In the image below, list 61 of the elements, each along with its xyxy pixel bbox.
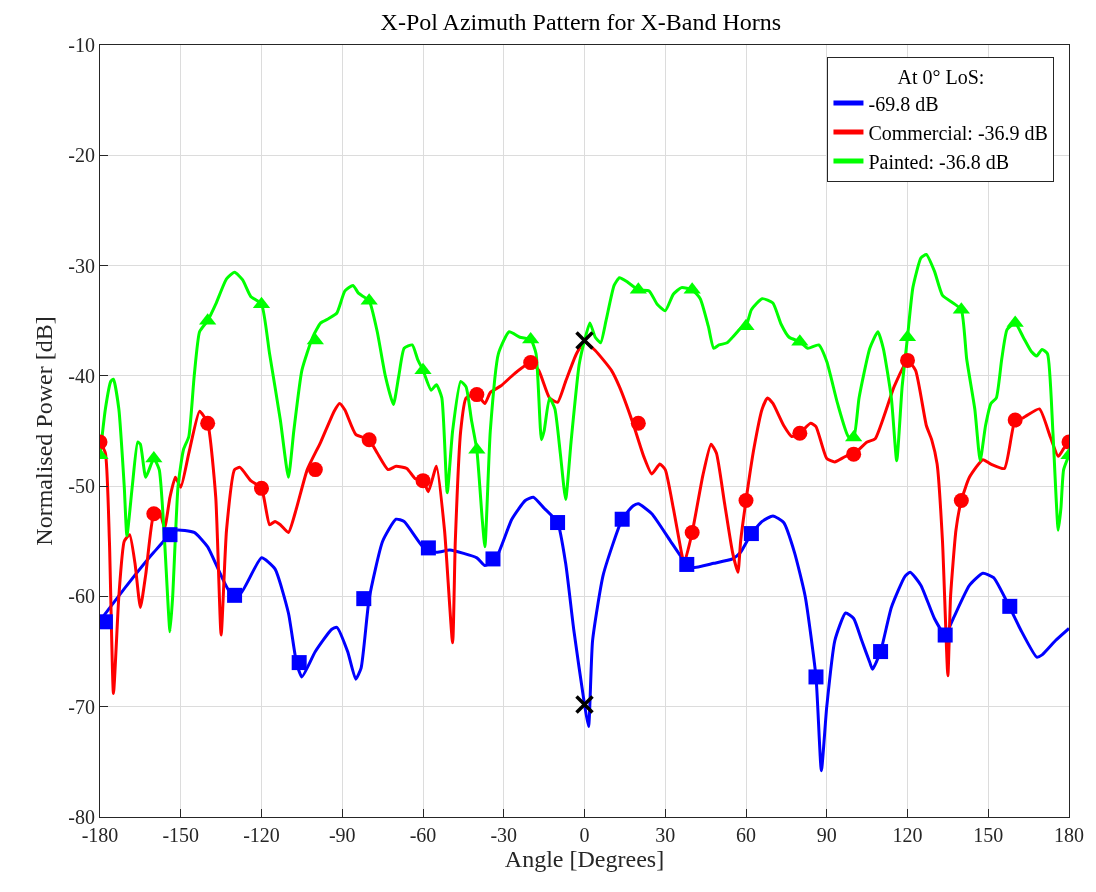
point [614, 511, 630, 527]
y-tick-label: -60 [68, 585, 95, 608]
y-tick-label: -70 [68, 695, 95, 718]
point [937, 627, 953, 643]
point [227, 587, 243, 603]
x-tick-label: 150 [973, 824, 1004, 847]
point [550, 515, 566, 531]
point [738, 492, 754, 508]
x-tick-label: 30 [655, 824, 676, 847]
point [630, 415, 646, 431]
point [743, 526, 759, 542]
point [356, 591, 372, 607]
legend-label: -69.8 dB [868, 92, 939, 115]
point [254, 480, 269, 496]
x-tick-label: 0 [579, 824, 590, 847]
point [953, 492, 969, 508]
y-tick-label: -30 [68, 254, 95, 277]
point [900, 352, 915, 368]
legend-title: At 0° LoS: [897, 65, 985, 88]
y-axis-title: Normalised Power [dB] [31, 316, 58, 546]
x-tick-label: 180 [1054, 824, 1084, 847]
y-tick-label: -40 [68, 364, 95, 387]
point [792, 425, 808, 441]
point [846, 446, 862, 462]
point [415, 473, 431, 489]
x-tick-label: 120 [892, 824, 923, 847]
x-tick-label: 90 [816, 824, 837, 847]
x-tick-label: 60 [736, 824, 756, 847]
point [574, 694, 595, 715]
x-tick-label: -90 [328, 824, 356, 847]
x-tick-label: -120 [243, 824, 280, 847]
point [414, 362, 432, 375]
point [684, 524, 700, 540]
point [146, 506, 162, 522]
point [1007, 412, 1023, 428]
point [808, 669, 824, 685]
y-tick-label: -50 [68, 475, 95, 498]
point [361, 432, 377, 448]
legend-label: Commercial: -36.9 dB [868, 121, 1048, 144]
point [522, 331, 540, 344]
point [291, 655, 307, 671]
chart-title: X-Pol Azimuth Pattern for X-Band Horns [380, 9, 782, 36]
point [485, 551, 501, 567]
point [574, 330, 595, 351]
x-axis-title: Angle [Degrees] [504, 846, 665, 873]
point [679, 556, 695, 572]
point [469, 387, 485, 403]
point [1002, 598, 1018, 614]
point [307, 462, 323, 478]
point [200, 415, 216, 431]
point [523, 355, 539, 371]
x-tick-label: -150 [162, 824, 200, 847]
line-series [100, 253, 1069, 634]
point [873, 644, 889, 660]
x-tick-label: -60 [409, 824, 437, 847]
legend-label: Painted: -36.8 dB [868, 150, 1010, 173]
point [420, 540, 436, 556]
x-tick-label: -30 [490, 824, 518, 847]
y-tick-label: -10 [68, 34, 95, 56]
point [162, 527, 178, 543]
y-tick-label: -20 [68, 144, 95, 167]
